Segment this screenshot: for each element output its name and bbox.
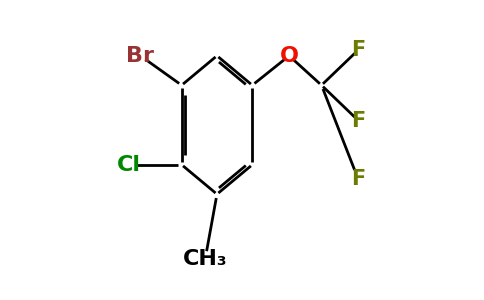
Text: CH₃: CH₃ [183, 249, 227, 269]
Text: F: F [351, 169, 365, 189]
Text: F: F [351, 111, 365, 130]
Text: Cl: Cl [117, 155, 141, 175]
Text: Br: Br [126, 46, 154, 66]
Text: F: F [351, 40, 365, 60]
Text: O: O [280, 46, 299, 66]
